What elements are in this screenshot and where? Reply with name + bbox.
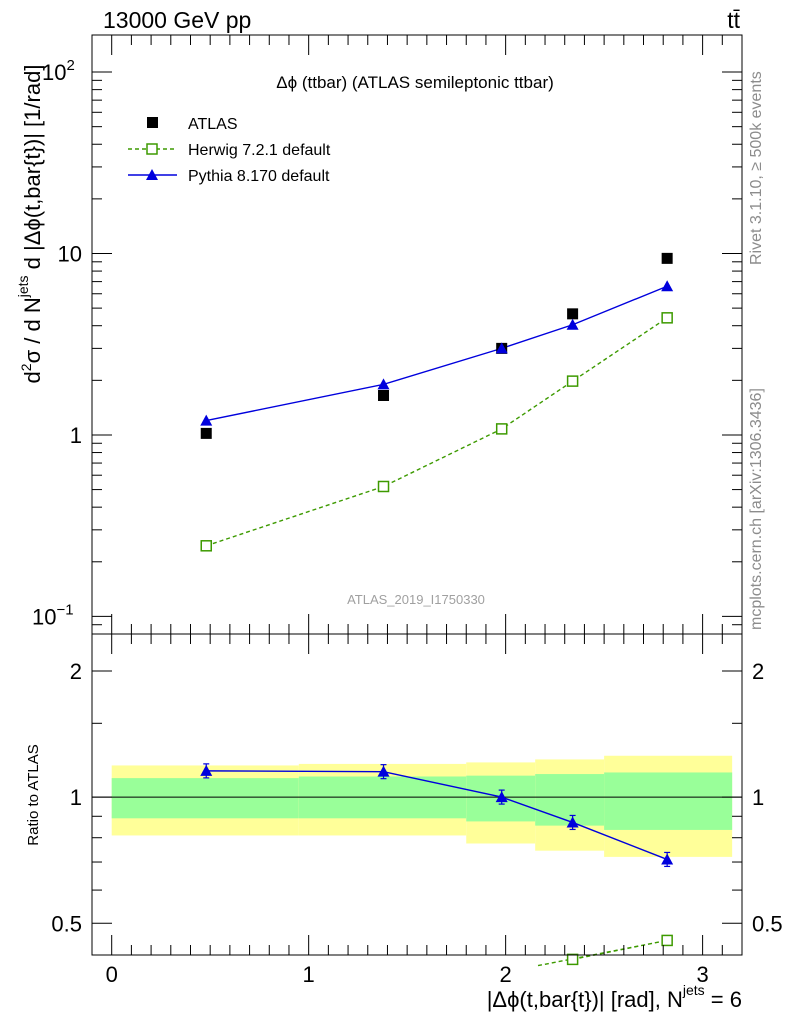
pythia-point: [495, 342, 508, 354]
atlas-point: [567, 308, 579, 320]
ratio-pythia-point: [495, 791, 508, 803]
ratio-herwig-line: [535, 939, 668, 967]
ratio-axis-ticks: 0.5 0.5 1 1 2 2 0 1 2 3: [51, 634, 783, 987]
rivet-label: Rivet 3.1.10, ≥ 500k events: [748, 71, 765, 265]
herwig-point: [566, 375, 579, 387]
ratio-pythia-point: [661, 853, 674, 865]
pythia-line: [206, 285, 668, 422]
uncertainty-band-inner: [111, 778, 299, 819]
herwig-point: [661, 312, 673, 324]
header-left: 13000 GeV pp: [103, 7, 251, 33]
pythia-point: [566, 318, 579, 330]
uncertainty-band-inner: [604, 772, 733, 830]
main-ylabel: d2σ / d Njets d |Δϕ(t,bar{t})| [1/rad]: [15, 65, 45, 384]
ratio-y-tick-label-right: 0.5: [752, 911, 783, 936]
ratio-x-tick-label: 1: [303, 962, 315, 987]
mcplots-label: mcplots.cern.ch [arXiv:1306.3436]: [748, 388, 765, 630]
main-panel: 10−1 1 10 102 Δϕ (ttbar) (ATLAS semileptoni…: [15, 34, 743, 635]
herwig-point: [495, 423, 508, 435]
ratio-y-tick-label-right: 2: [752, 659, 764, 684]
pythia-point: [377, 378, 390, 390]
atlas-point: [661, 252, 673, 264]
legend-pythia-marker: [146, 169, 158, 180]
y-tick-label: 1: [70, 423, 82, 448]
legend-herwig-label: Herwig 7.2.1 default: [188, 142, 331, 159]
pythia-point: [200, 414, 213, 426]
herwig-point: [377, 480, 390, 493]
legend: ATLAS Herwig 7.2.1 default Pythia 8.170 …: [128, 116, 331, 185]
atlas-point: [378, 389, 390, 401]
main-series: [200, 252, 674, 552]
y-tick-label: 10: [58, 241, 82, 266]
ratio-x-tick-label: 3: [696, 962, 708, 987]
pythia-point: [661, 280, 674, 292]
watermark: ATLAS_2019_I1750330: [347, 592, 485, 607]
main-title: Δϕ (ttbar) (ATLAS semileptonic ttbar): [276, 73, 554, 92]
y-tick-label: 10−1: [32, 601, 74, 629]
uncertainty-band-inner: [535, 774, 605, 826]
herwig-point: [200, 540, 212, 552]
ratio-frame: [91, 633, 743, 956]
ratio-pythia-point: [200, 764, 213, 776]
ratio-herwig-point: [566, 953, 579, 966]
ratio-pythia-point: [566, 816, 579, 828]
ratio-y-tick-label: 2: [70, 659, 82, 684]
legend-herwig-marker: [146, 143, 158, 155]
legend-pythia-label: Pythia 8.170 default: [188, 168, 330, 185]
ratio-y-tick-label-right: 1: [752, 785, 764, 810]
atlas-point: [200, 427, 212, 439]
legend-atlas-label: ATLAS: [188, 116, 238, 133]
ratio-x-tick-label: 0: [106, 962, 118, 987]
ratio-panel: 0.5 0.5 1 1 2 2 0 1 2 3 Ratio to ATLAS |Δϕ(t,bar{…: [25, 633, 783, 1012]
ratio-xlabel: |Δϕ(t,bar{t})| [rad], Njets = 6: [487, 982, 742, 1012]
ratio-series: [200, 763, 674, 967]
legend-atlas-marker: [147, 117, 158, 128]
header-right: tt̄: [727, 7, 740, 33]
ratio-x-tick-label: 2: [500, 962, 512, 987]
ratio-herwig-point: [661, 934, 673, 947]
main-axis-ticks: 10−1 1 10 102: [32, 35, 742, 635]
ratio-y-tick-label: 0.5: [51, 911, 82, 936]
y-tick-label: 102: [42, 57, 75, 85]
ratio-ylabel: Ratio to ATLAS: [25, 744, 42, 845]
ratio-y-tick-label: 1: [70, 785, 82, 810]
ratio-pythia-point: [377, 765, 390, 777]
herwig-line: [206, 317, 668, 547]
